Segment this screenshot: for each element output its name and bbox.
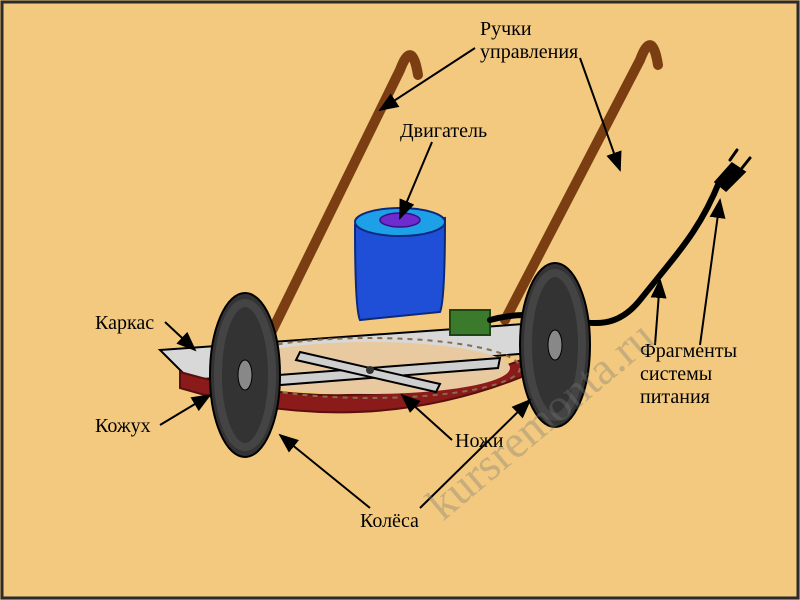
blade-hub [366, 366, 374, 374]
wheel-left [210, 293, 280, 457]
label-blades: Ножи [455, 430, 503, 453]
label-motor: Двигатель [400, 120, 487, 143]
label-handles: Ручки управления [480, 18, 578, 64]
control-box [450, 310, 490, 335]
wheel-right [520, 263, 590, 427]
label-frame: Каркас [95, 312, 154, 335]
diagram-stage: Ручки управления Двигатель Каркас Кожух … [0, 0, 800, 600]
power-plug [716, 150, 750, 190]
label-shroud: Кожух [95, 415, 151, 438]
label-wheels: Колёса [360, 510, 419, 533]
motor-cap [380, 213, 420, 227]
label-power: Фрагменты системы питания [640, 340, 737, 409]
handle-right [505, 45, 658, 320]
